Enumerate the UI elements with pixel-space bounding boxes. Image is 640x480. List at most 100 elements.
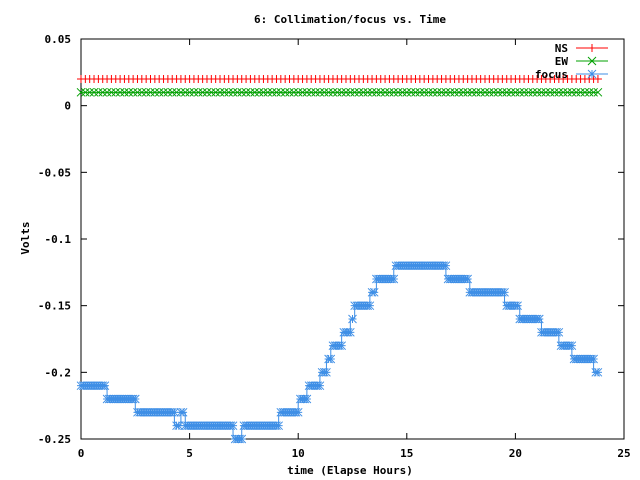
marker-stroke [476, 87, 486, 97]
axis-ticks: 0 5 10 15 20 25 0.05 0 -0.05 -0.1 -0.15 -0.2 -0.25 [38, 33, 631, 460]
data-point [267, 87, 277, 97]
data-point [354, 87, 364, 97]
data-point [246, 87, 255, 97]
marker-stroke [411, 87, 420, 97]
data-point [80, 87, 90, 97]
marker-stroke [458, 87, 468, 97]
marker-stroke [263, 87, 273, 97]
data-point [341, 87, 351, 97]
marker-stroke [593, 87, 603, 97]
data-point [133, 87, 142, 97]
legend-label-focus: focus [535, 68, 568, 81]
data-point [211, 87, 221, 97]
marker-stroke [567, 341, 577, 351]
marker-stroke [324, 87, 333, 97]
data-point [298, 87, 307, 97]
marker-stroke [441, 261, 451, 271]
marker-stroke [500, 287, 509, 297]
marker-stroke [98, 87, 108, 97]
marker-stroke [289, 87, 299, 97]
marker-stroke [363, 87, 373, 97]
marker-stroke [276, 87, 286, 97]
data-point [593, 87, 603, 97]
marker-stroke [137, 87, 147, 97]
data-point [89, 87, 99, 97]
marker-stroke [120, 87, 129, 97]
marker-stroke [502, 87, 512, 97]
marker-stroke [206, 87, 216, 97]
marker-stroke [170, 407, 179, 417]
data-point [115, 87, 125, 97]
legend-marker-focus [587, 69, 597, 79]
data-point [185, 87, 194, 97]
marker-stroke [159, 87, 168, 97]
data-point [198, 87, 207, 97]
marker-stroke [554, 327, 564, 337]
marker-stroke [393, 87, 403, 97]
data-point [506, 87, 516, 97]
marker-stroke [359, 87, 368, 97]
data-point [519, 87, 529, 97]
data-point [302, 87, 312, 97]
marker-stroke [567, 87, 577, 97]
data-point [563, 87, 572, 97]
marker-stroke [519, 87, 529, 97]
marker-stroke [398, 87, 407, 97]
data-point [398, 87, 407, 97]
marker-stroke [350, 87, 360, 97]
series-layer [76, 75, 603, 444]
marker-stroke [219, 87, 229, 97]
marker-stroke [89, 87, 99, 97]
marker-stroke [224, 87, 234, 97]
data-point [437, 87, 446, 97]
data-point [150, 87, 160, 97]
data-point [589, 354, 598, 364]
data-point [467, 87, 477, 97]
data-point [571, 87, 581, 97]
data-point [285, 87, 294, 97]
marker-stroke [402, 87, 412, 97]
data-point [98, 87, 108, 97]
data-point [276, 87, 286, 97]
data-point [584, 87, 594, 97]
data-point [337, 341, 346, 351]
data-point [94, 87, 103, 97]
marker-stroke [315, 381, 325, 391]
marker-stroke [432, 87, 442, 97]
data-point [328, 87, 338, 97]
data-point [537, 87, 546, 97]
marker-stroke [506, 87, 516, 97]
marker-stroke [541, 87, 551, 97]
x-tick-label: 25 [617, 447, 630, 460]
x-tick-label: 20 [509, 447, 522, 460]
data-point [376, 87, 386, 97]
data-point [348, 314, 357, 324]
marker-stroke [445, 87, 455, 97]
data-point [137, 87, 147, 97]
data-point [367, 87, 377, 97]
marker-stroke [298, 87, 307, 97]
data-point [450, 87, 459, 97]
data-point [406, 87, 416, 97]
data-point [554, 87, 564, 97]
marker-stroke [406, 87, 416, 97]
data-point [545, 87, 555, 97]
data-point [528, 87, 538, 97]
marker-stroke [272, 87, 281, 97]
x-tick-label: 0 [78, 447, 85, 460]
data-point [524, 87, 533, 97]
data-point [389, 87, 399, 97]
data-point [567, 87, 577, 97]
marker-stroke [193, 87, 203, 97]
marker-stroke [172, 87, 181, 97]
data-point [345, 87, 355, 97]
data-point [241, 87, 251, 97]
data-point [471, 87, 481, 97]
data-point [372, 87, 381, 97]
marker-stroke [589, 354, 598, 364]
data-point [193, 87, 203, 97]
data-point [189, 87, 199, 97]
marker-stroke [154, 87, 164, 97]
data-point [202, 87, 212, 97]
marker-stroke [237, 87, 247, 97]
